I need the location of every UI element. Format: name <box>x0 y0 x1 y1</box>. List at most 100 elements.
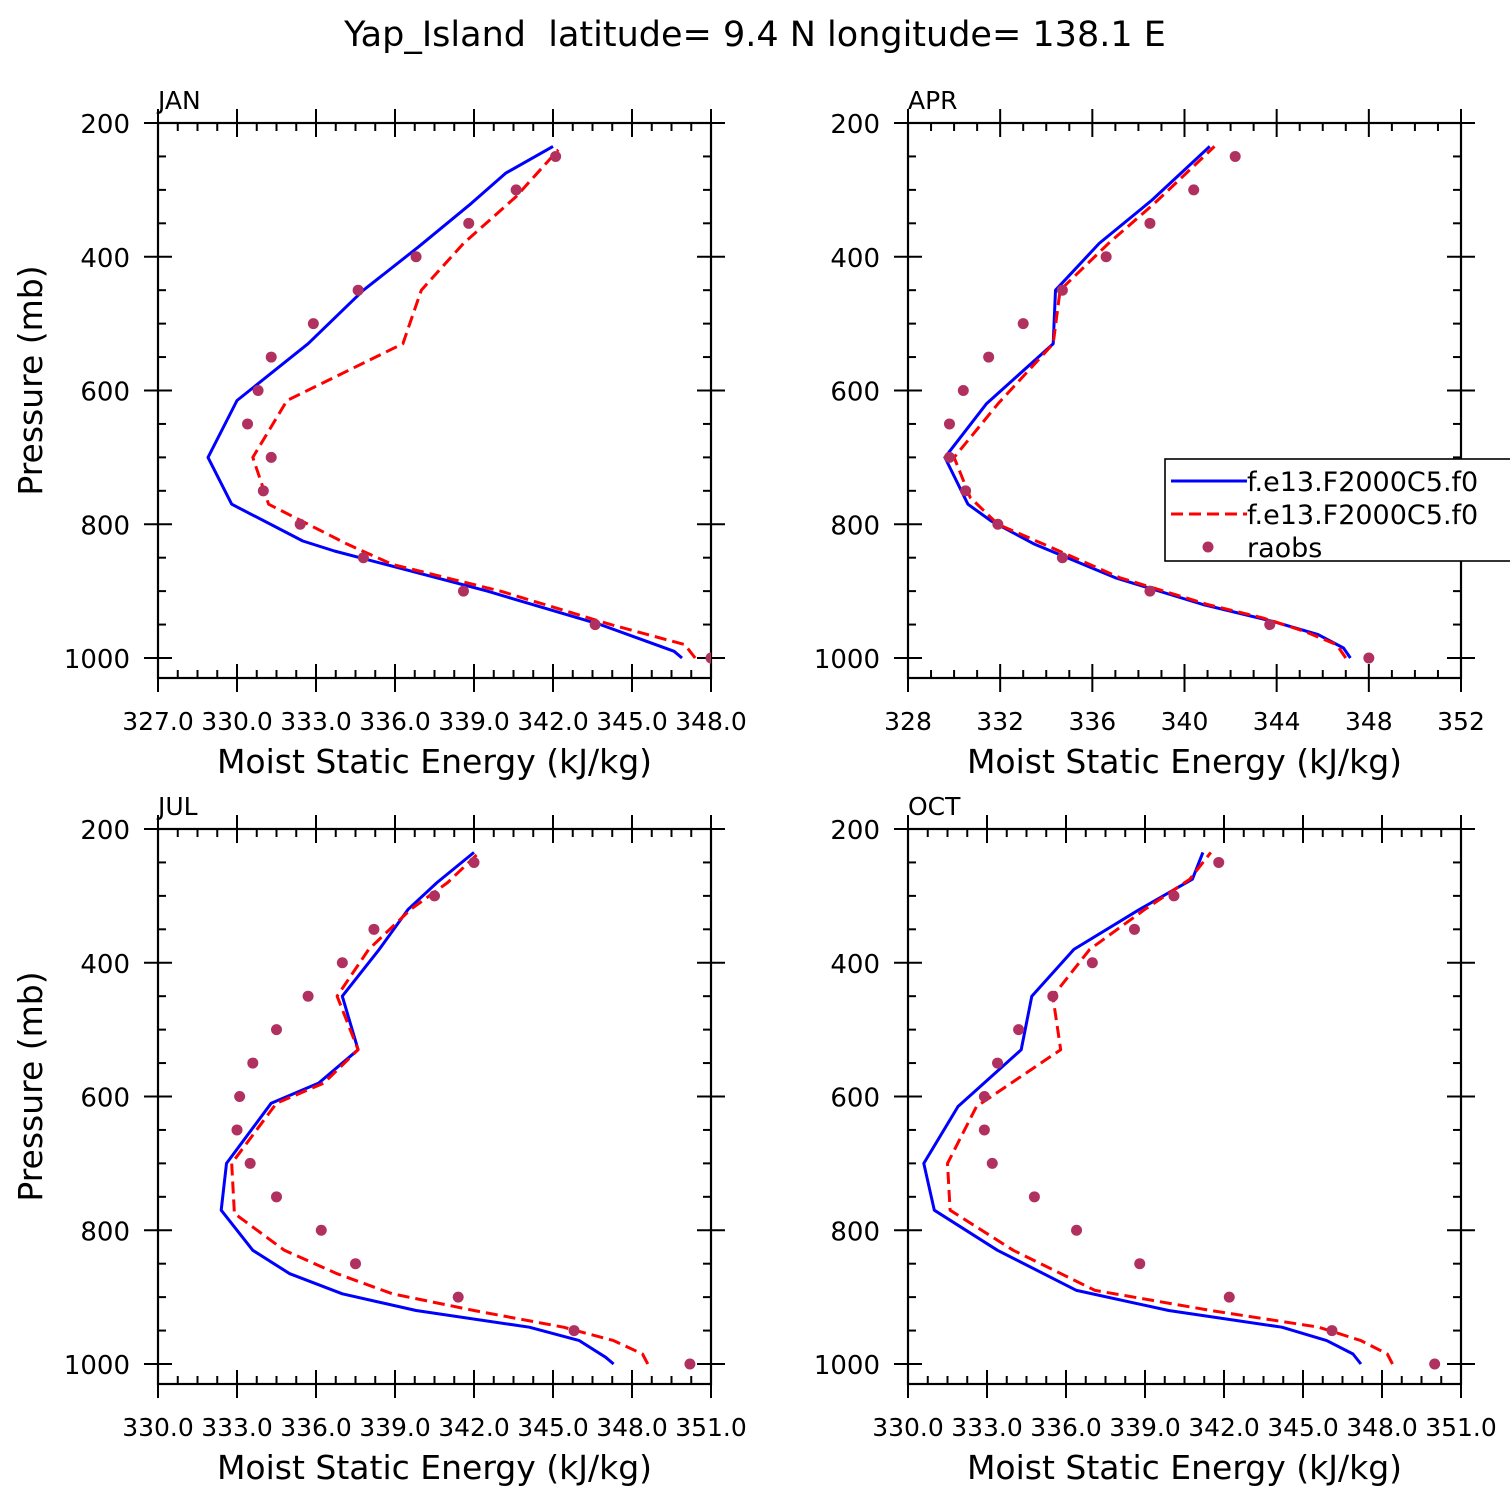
raobs-point <box>1017 318 1029 330</box>
panel-oct: 200 400 600 800 1000 330.0 333.0 336.0 339.0 342.… <box>814 792 1497 1487</box>
raobs-point <box>457 585 469 597</box>
panel-label: JUL <box>156 792 198 821</box>
x-tick-label: 328 <box>884 707 932 736</box>
raobs-point <box>315 1224 327 1236</box>
raobs-point <box>252 385 264 396</box>
series-line-solid <box>219 851 615 1366</box>
raobs-point <box>983 351 995 363</box>
x-tick-label: 340 <box>1161 707 1209 736</box>
x-tick-label: 345.0 <box>517 1413 589 1442</box>
raobs-point <box>1056 284 1068 296</box>
x-tick-label: 339.0 <box>1109 1413 1181 1442</box>
raobs-point <box>1188 184 1200 196</box>
raobs-point <box>978 1091 990 1102</box>
raobs-point <box>705 652 711 664</box>
panel-label: JAN <box>156 86 201 115</box>
raobs-point <box>1229 150 1241 162</box>
y-tick-label: 400 <box>830 950 880 980</box>
panel-jul: 200 400 600 800 1000 330.0 333.0 336.0 339.0 342.… <box>11 792 747 1487</box>
raobs-point <box>429 890 440 902</box>
plot-frame <box>156 827 713 1386</box>
x-tick-label: 348.0 <box>675 707 747 736</box>
plot-frame <box>906 827 1463 1386</box>
y-tick-label: 1000 <box>814 1351 880 1381</box>
x-tick-label: 342.0 <box>1188 1413 1260 1442</box>
raobs-point <box>992 518 1004 530</box>
legend-label: raobs <box>1247 533 1322 564</box>
raobs-point <box>1071 1224 1083 1236</box>
raobs-point <box>957 385 969 396</box>
raobs-point <box>550 150 562 162</box>
x-tick-label: 345.0 <box>1267 1413 1339 1442</box>
series-group <box>219 851 696 1370</box>
legend-box <box>1164 458 1510 562</box>
raobs-point <box>410 251 422 263</box>
raobs-point <box>242 418 254 430</box>
raobs-point <box>943 451 955 463</box>
x-tick-label: 348 <box>1345 707 1393 736</box>
legend-label: f.e13.F2000C5.f0 <box>1247 467 1478 498</box>
y-tick-label: 1000 <box>64 645 130 675</box>
x-tick-label: 348.0 <box>1346 1413 1418 1442</box>
x-tick-label: 336.0 <box>1030 1413 1102 1442</box>
raobs-point <box>294 518 306 530</box>
raobs-point <box>244 1157 256 1169</box>
raobs-point <box>1028 1191 1040 1203</box>
raobs-point <box>452 1291 464 1303</box>
y-tick-label: 1000 <box>64 1351 130 1381</box>
x-tick-label: 348.0 <box>596 1413 668 1442</box>
y-tick-label: 600 <box>830 1084 880 1114</box>
x-tick-label: 330.0 <box>122 1413 194 1442</box>
raobs-point <box>336 957 348 969</box>
y-tick-label: 400 <box>80 244 130 274</box>
raobs-point <box>271 1191 282 1203</box>
panel-label: OCT <box>908 792 961 821</box>
raobs-point <box>1128 923 1140 935</box>
x-tick-label: 327.0 <box>122 707 194 736</box>
raobs-point <box>307 318 319 330</box>
raobs-point <box>463 217 475 229</box>
x-tick-label: 336 <box>1068 707 1116 736</box>
y-tick-label: 600 <box>80 1084 130 1114</box>
y-tick-label: 400 <box>80 950 130 980</box>
x-axis-label: Moist Static Energy (kJ/kg) <box>217 1448 652 1487</box>
y-tick-label: 600 <box>830 378 880 408</box>
series-line-dashed <box>230 851 650 1365</box>
raobs-point <box>1429 1358 1441 1370</box>
y-axis-label: Pressure (mb) <box>11 265 50 495</box>
raobs-point <box>352 284 364 296</box>
raobs-point <box>350 1258 361 1270</box>
raobs-point <box>247 1057 259 1069</box>
y-tick-label: 800 <box>830 1217 880 1247</box>
raobs-point <box>1013 1024 1025 1036</box>
legend-label: f.e13.F2000C5.f0 <box>1247 500 1478 531</box>
x-tick-label: 339.0 <box>359 1413 431 1442</box>
x-tick-label: 339.0 <box>438 707 510 736</box>
y-tick-label: 400 <box>830 244 880 274</box>
x-tick-label: 344 <box>1253 707 1301 736</box>
raobs-point <box>1223 1291 1235 1303</box>
raobs-point <box>589 619 601 631</box>
raobs-point <box>231 1124 243 1136</box>
raobs-point <box>1086 957 1098 969</box>
raobs-point <box>234 1091 246 1102</box>
series-line-solid <box>206 145 683 660</box>
raobs-point <box>1144 217 1156 229</box>
raobs-point <box>510 184 522 196</box>
raobs-point <box>1100 251 1112 263</box>
series-line-solid <box>922 851 1363 1365</box>
series-group <box>206 145 711 664</box>
panel-label: APR <box>908 86 958 115</box>
x-axis-label: Moist Static Energy (kJ/kg) <box>217 742 652 781</box>
x-tick-label: 336.0 <box>359 707 431 736</box>
raobs-point <box>1134 1258 1146 1270</box>
y-tick-label: 600 <box>80 378 130 408</box>
x-tick-label: 351.0 <box>675 1413 747 1442</box>
raobs-point <box>257 485 269 497</box>
y-tick-label: 200 <box>830 110 880 140</box>
x-tick-label: 342.0 <box>438 1413 510 1442</box>
x-axis-label: Moist Static Energy (kJ/kg) <box>967 1448 1402 1487</box>
raobs-point <box>568 1325 580 1337</box>
